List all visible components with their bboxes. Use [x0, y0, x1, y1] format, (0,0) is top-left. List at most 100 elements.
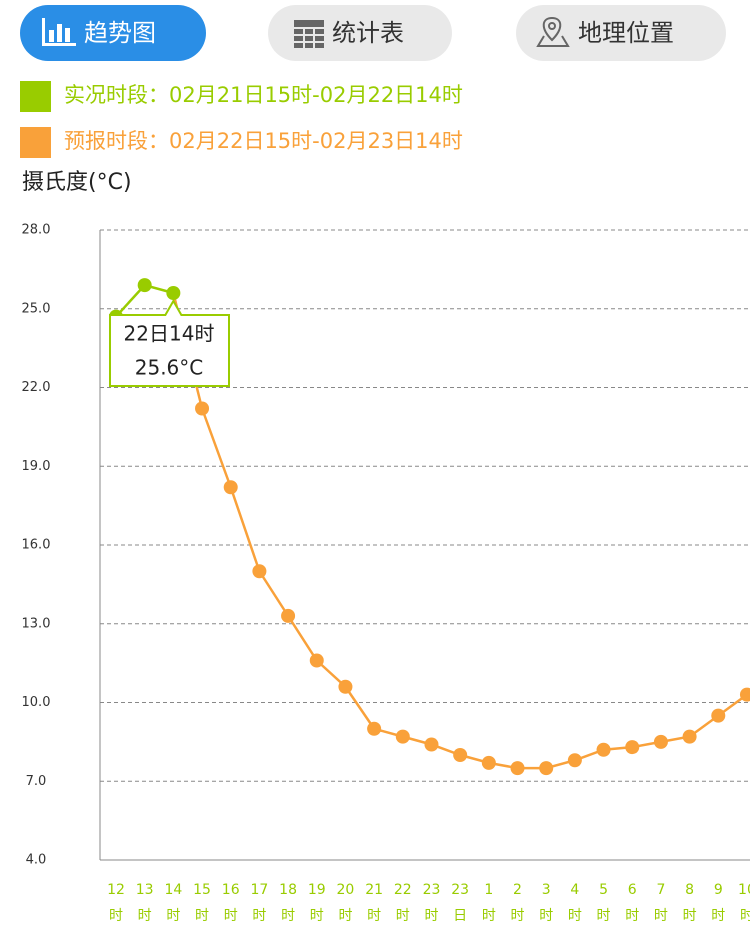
point: [338, 679, 353, 694]
y-tick-label: 25.0: [22, 301, 51, 316]
plot: [109, 278, 750, 776]
x-tick-number: 6: [628, 882, 637, 898]
point: [281, 608, 296, 623]
x-tick-number: 12: [107, 882, 125, 898]
y-tick-label: 28.0: [22, 223, 51, 238]
y-tick-label: 4.0: [26, 853, 47, 868]
x-tick-number: 19: [308, 882, 326, 898]
x-tick-label: 17 时: [250, 882, 268, 924]
point: [539, 761, 554, 776]
x-tick-number: 2: [513, 882, 522, 898]
x-tick-number: 3: [542, 882, 551, 898]
tabs: 趋势图 统计表 地理位置: [20, 5, 726, 61]
point: [309, 653, 324, 668]
x-tick-number: 22: [394, 882, 412, 898]
x-tick-unit: 时: [367, 908, 381, 924]
point: [424, 737, 439, 752]
y-axis-label: 摄氏度(°C): [22, 170, 132, 195]
x-tick-unit: 日: [453, 908, 467, 924]
x-tick-label: 21 时: [365, 882, 383, 924]
x-tick-number: 23: [451, 882, 469, 898]
y-tick-label: 13.0: [22, 616, 51, 631]
x-tick-unit: 时: [396, 908, 410, 924]
tab-label[interactable]: 统计表: [332, 19, 404, 47]
x-tick-unit: 时: [195, 908, 209, 924]
point: [137, 278, 152, 293]
point: [481, 755, 496, 770]
x-tick-unit: 时: [338, 908, 352, 924]
point: [653, 734, 668, 749]
x-tick-unit: 时: [166, 908, 180, 924]
x-tick-number: 16: [222, 882, 240, 898]
tab-label[interactable]: 趋势图: [84, 19, 156, 47]
icon-chart: [42, 18, 76, 46]
x-tick-unit: 时: [539, 908, 553, 924]
x-tick-unit: 时: [281, 908, 295, 924]
point: [567, 753, 582, 768]
x-tick-number: 7: [656, 882, 665, 898]
x-tick-label: 12 时: [107, 882, 125, 924]
x-tick-unit: 时: [654, 908, 668, 924]
x-tick-number: 18: [279, 882, 297, 898]
x-tick-unit: 时: [597, 908, 611, 924]
point: [453, 748, 468, 762]
x-tick-number: 17: [250, 882, 268, 898]
x-tick-number: 10: [738, 882, 750, 898]
y-tick-label: 19.0: [22, 459, 51, 474]
x-tick-unit: 时: [310, 908, 324, 924]
x-tick-label: 15 时: [193, 882, 211, 924]
y-tick-label: 10.0: [22, 695, 51, 710]
x-tick-number: 21: [365, 882, 383, 898]
x-tick-label: 20 时: [337, 882, 355, 924]
x-tick-unit: 时: [252, 908, 266, 924]
x-tick-unit: 时: [224, 908, 238, 924]
x-tick-number: 23: [423, 882, 441, 898]
x-tick-label: 19 时: [308, 882, 326, 924]
x-tick-unit: 时: [568, 908, 582, 924]
x-tick-label: 23 时: [423, 882, 441, 924]
x-tick-label: 10 时: [738, 882, 750, 924]
icon-location: [536, 16, 570, 47]
point: [367, 721, 382, 736]
x-tick-unit: 时: [711, 908, 725, 924]
point: [739, 687, 750, 702]
point: [510, 761, 525, 776]
x-tick-number: 5: [599, 882, 608, 898]
legend-swatch: [20, 81, 51, 112]
x-tick-number: 13: [136, 882, 154, 898]
tab-bg[interactable]: [20, 5, 206, 61]
x-tick-number: 14: [164, 882, 182, 898]
legend-label: 预报时段：02月22日15时-02月23日14时: [64, 129, 463, 153]
point: [195, 401, 210, 416]
point: [625, 740, 640, 755]
point: [682, 729, 697, 744]
x-tick-label: 22 时: [394, 882, 412, 924]
x-tick-label: 16 时: [222, 882, 240, 924]
legend-swatch: [20, 127, 51, 158]
tab-label[interactable]: 地理位置: [578, 19, 674, 47]
x-tick-label: 23 日: [451, 882, 469, 924]
series-line: [200, 408, 748, 770]
point: [166, 286, 181, 300]
tooltip-box: [109, 298, 230, 387]
point: [223, 480, 238, 495]
x-tick-label: 14 时: [164, 882, 182, 924]
x-tick-unit: 时: [511, 908, 525, 924]
x-tick-label: 18 时: [279, 882, 297, 924]
x-tick-number: 9: [714, 882, 723, 898]
x-tick-unit: 时: [424, 908, 438, 924]
icon-table-grid: [294, 27, 324, 48]
y-tick-label: 16.0: [22, 538, 51, 553]
x-tick-unit: 时: [138, 908, 152, 924]
legend-label: 实况时段：02月21日15时-02月22日14时: [64, 83, 463, 107]
x-tick-unit: 时: [109, 908, 123, 924]
x-tick-unit: 时: [740, 908, 750, 924]
point: [395, 729, 410, 744]
